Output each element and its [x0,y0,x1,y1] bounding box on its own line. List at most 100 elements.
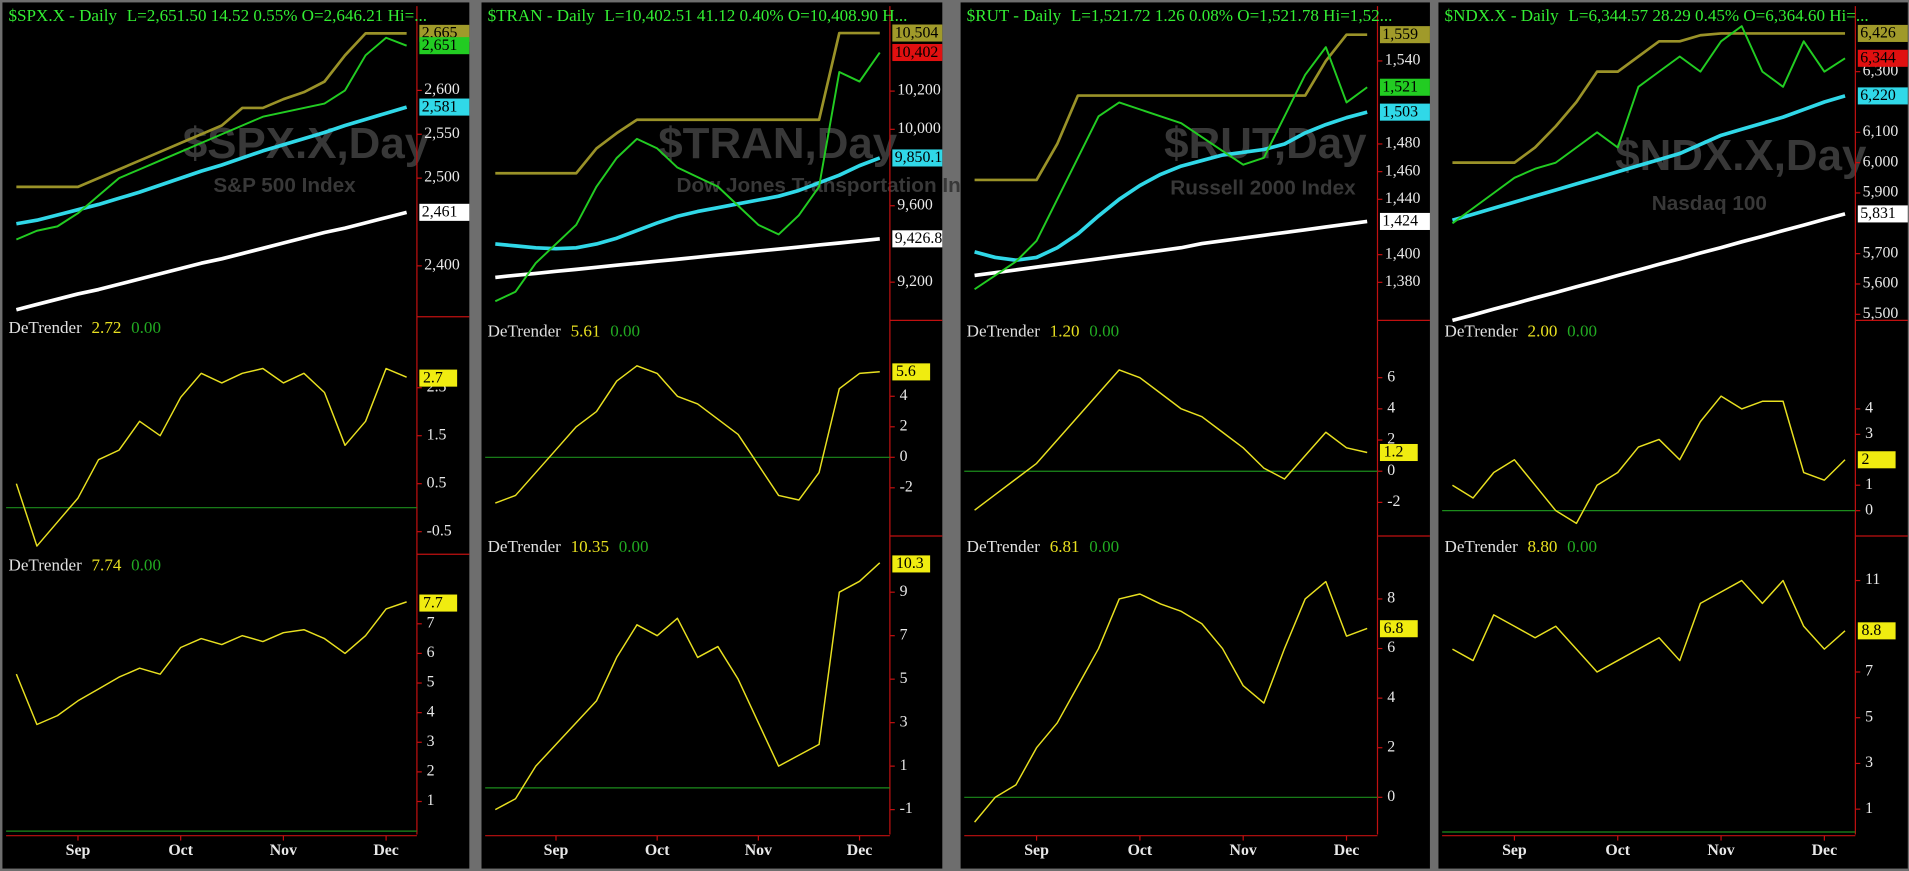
price-tag [892,24,943,42]
y-tick-label: 1,540 [1385,52,1421,69]
price-tag-label: 6,220 [1860,87,1896,104]
value-tag [419,369,458,387]
value-tag [1379,443,1418,462]
line-series [974,33,1368,182]
value-tag-label: 2 [1861,451,1869,468]
y-tick-label: -0.5 [427,522,452,539]
y-tick-label: -2 [900,478,913,495]
y-tick-label: -2 [1387,493,1400,510]
y-tick-label: 1 [427,792,435,809]
y-tick-label: 3 [427,733,435,750]
y-tick-label: 2 [427,763,435,780]
line-series [16,105,408,226]
price-tag-label: 1,559 [1382,26,1418,43]
price-tag [1379,78,1430,96]
line-series [495,365,880,504]
y-tick-label: 5,900 [1863,184,1899,201]
value-tag [1379,620,1418,638]
pane-header: DeTrender 1.20 0.00 [967,321,1119,340]
price-tag-label: 10,504 [895,24,939,41]
chart-header: $SPX.X - Daily L=2,651.50 14.52 0.55% O=2… [9,6,428,25]
y-tick-label: 1,380 [1385,273,1421,290]
y-tick-label: 1 [1865,476,1873,493]
y-tick-label: 7 [1865,663,1873,680]
line-series [974,110,1368,263]
pane-readout: 5.61 [571,321,601,340]
pane-readout: 7.74 [92,555,122,574]
line-series [1451,25,1846,225]
y-tick-label: 6 [1387,368,1395,385]
y-tick-label: 9,200 [897,273,933,290]
y-tick-label: 2,500 [424,169,460,186]
y-tick-label: 2,550 [424,125,460,142]
x-tick-label: Dec [373,842,398,859]
pane-change: 0.00 [1089,321,1119,340]
pane-title: DeTrender [967,537,1041,556]
y-tick-label: 2 [1387,738,1395,755]
y-tick-label: 1.5 [427,426,447,443]
pane-title: DeTrender [9,318,83,337]
y-tick-label: 1,440 [1385,190,1421,207]
price-tag [1857,87,1908,105]
panel [1438,2,1908,869]
line-series [495,156,881,251]
watermark: $NDX.X,Day [1615,131,1867,180]
y-tick-label: 1,480 [1385,135,1421,152]
pane-change: 0.00 [131,555,161,574]
pane-readout: 2.00 [1528,321,1558,340]
y-tick-label: 0.5 [427,474,447,491]
y-tick-label: -1 [900,800,913,817]
x-tick-label: Nov [745,842,772,859]
price-tag [1379,103,1430,121]
pane-change: 0.00 [1089,537,1119,556]
line-series [974,46,1368,291]
watermark-subtitle: S&P 500 Index [213,174,356,197]
price-tag-label: 2,461 [422,204,458,221]
y-tick-label: 0 [1865,501,1873,518]
price-tag [1379,212,1430,230]
price-tag [419,37,470,55]
pane-title: DeTrender [488,321,562,340]
x-tick-label: Sep [1502,842,1527,859]
y-tick-label: 4 [1387,399,1395,416]
chart-title: $NDX.X - Daily [1445,6,1560,25]
price-tag [1857,49,1908,67]
price-tag [419,203,470,221]
chart-title: $SPX.X - Daily [9,6,118,25]
value-tag-label: 7.7 [423,594,443,611]
watermark: $RUT,Day [1164,119,1367,168]
y-tick-label: 5 [427,674,435,691]
value-tag-label: 6.8 [1384,620,1404,637]
quote: L=2,651.50 14.52 0.55% O=2,646.21 Hi=... [127,6,427,25]
price-tag-label: 6,344 [1860,50,1896,67]
pane-title: DeTrender [1445,321,1519,340]
y-tick-label: 5 [1865,708,1873,725]
price-tag [892,230,943,248]
y-tick-label: 10,200 [897,82,941,99]
watermark: $TRAN,Day [658,119,898,168]
y-tick-label: 1,400 [1385,245,1421,262]
watermark-subtitle: Dow Jones Transportation Index [677,174,997,197]
pane-title: DeTrender [9,555,83,574]
line-series [494,562,881,811]
price-tag [892,43,943,62]
y-tick-label: 0 [900,448,908,465]
pane-header: DeTrender 8.80 0.00 [1445,537,1597,556]
price-tag-label: 10,402 [895,44,939,61]
y-tick-label: 6,100 [1863,123,1899,140]
y-tick-label: 1 [900,757,908,774]
y-tick-label: 5,600 [1863,275,1899,292]
price-tag [419,98,470,116]
x-tick-label: Nov [1230,842,1257,859]
chart-header: $NDX.X - Daily L=6,344.57 28.29 0.45% O=6… [1445,6,1869,25]
pane-title: DeTrender [967,321,1041,340]
line-series [16,32,407,189]
y-tick-label: 11 [1865,571,1880,588]
y-tick-label: 6,000 [1863,153,1899,170]
x-tick-label: Sep [1024,842,1049,859]
pane-header: DeTrender 7.74 0.00 [9,555,161,574]
x-tick-label: Oct [1605,842,1630,859]
y-tick-label: 9 [900,583,908,600]
y-tick-label: 8 [1387,590,1395,607]
